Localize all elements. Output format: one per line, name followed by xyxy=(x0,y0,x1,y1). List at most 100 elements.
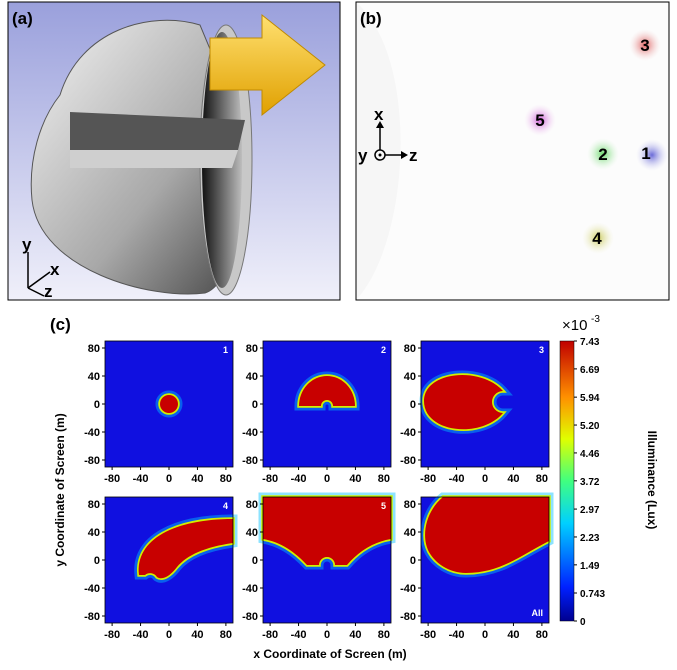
x-tick-label: 40 xyxy=(507,473,519,485)
subplot-label: 1 xyxy=(223,345,228,355)
x-tick-label: -40 xyxy=(449,629,465,641)
y-tick-label: 0 xyxy=(252,555,258,567)
x-tick-label: 80 xyxy=(536,473,548,485)
x-tick-label: -80 xyxy=(262,629,278,641)
spot-label: 3 xyxy=(640,36,649,55)
x-tick-label: -80 xyxy=(420,629,436,641)
y-tick-label: 80 xyxy=(404,343,416,355)
y-tick-label: -80 xyxy=(400,455,416,467)
y-tick-label: -80 xyxy=(400,611,416,623)
colorbar-tick-label: 1.49 xyxy=(580,561,600,572)
figure: (a) y x z 1 2 3 4 5 (b) x y z (c) x Coor… xyxy=(0,0,677,665)
x-tick-label: -80 xyxy=(420,473,436,485)
x-tick-label: 40 xyxy=(191,473,203,485)
y-tick-label: 0 xyxy=(94,555,100,567)
colorbar-tick-label: 3.72 xyxy=(580,477,600,488)
x-tick-label: -80 xyxy=(104,473,120,485)
heatmap: 1 -80 -40 0 40 80 80 40 0 -40 -80 xyxy=(84,341,233,485)
colorbar-title: Illuminance (Lux) xyxy=(645,431,659,530)
x-tick-label: 0 xyxy=(324,473,330,485)
x-tick-label: -40 xyxy=(133,473,149,485)
x-tick-label: 40 xyxy=(191,629,203,641)
x-tick-label: -40 xyxy=(291,629,307,641)
panel-label: (c) xyxy=(50,315,71,334)
y-tick-label: 40 xyxy=(404,371,416,383)
y-tick-label: -40 xyxy=(84,427,100,439)
y-tick-label: 0 xyxy=(94,399,100,411)
y-tick-label: 40 xyxy=(246,371,258,383)
y-tick-label: -80 xyxy=(84,455,100,467)
axis-label: z xyxy=(44,282,53,301)
colorbar-tick-label: 2.23 xyxy=(580,533,600,544)
y-tick-label: -80 xyxy=(242,455,258,467)
colorbar xyxy=(560,341,574,621)
x-tick-label: 40 xyxy=(507,629,519,641)
axis-label: z xyxy=(409,146,418,165)
x-tick-label: -40 xyxy=(133,629,149,641)
y-axis-title: y Coordinate of Screen (m) xyxy=(53,413,67,566)
x-tick-label: 80 xyxy=(378,629,390,641)
heatmap: 4-80-400408080400-40-80 xyxy=(84,497,233,641)
y-tick-label: 80 xyxy=(404,499,416,511)
axis-label: x xyxy=(374,105,384,124)
spot-label: 5 xyxy=(535,111,544,130)
axis-label: y xyxy=(22,235,32,254)
y-tick-label: -40 xyxy=(400,583,416,595)
y-tick-label: 80 xyxy=(88,343,100,355)
y-tick-label: 40 xyxy=(88,371,100,383)
x-tick-label: 80 xyxy=(378,473,390,485)
y-tick-label: 0 xyxy=(410,555,416,567)
colorbar-tick-label: 5.94 xyxy=(580,393,600,404)
colorbar-multiplier: ×10 xyxy=(562,317,587,334)
y-tick-label: 40 xyxy=(404,527,416,539)
spot-label: 4 xyxy=(592,229,602,248)
colorbar-tick-label: 5.20 xyxy=(580,421,600,432)
colorbar-exponent: -3 xyxy=(591,314,600,325)
subplot-label: 4 xyxy=(223,501,228,511)
x-tick-label: 80 xyxy=(220,629,232,641)
heatmap: 3 -80 -40 0 40 80 80 40 0 -40 -80 xyxy=(400,341,549,485)
y-tick-label: -40 xyxy=(242,427,258,439)
subplot-label: 5 xyxy=(381,501,386,511)
illuminance-region xyxy=(424,375,503,429)
x-tick-label: 0 xyxy=(166,629,172,641)
colorbar-tick-label: 0 xyxy=(580,617,586,628)
y-tick-label: 40 xyxy=(246,527,258,539)
x-tick-label: 40 xyxy=(349,473,361,485)
x-tick-label: 80 xyxy=(536,629,548,641)
colorbar-tick-label: 6.69 xyxy=(580,365,600,376)
colorbar-tick-label: 2.97 xyxy=(580,505,600,516)
x-tick-label: 0 xyxy=(166,473,172,485)
y-tick-label: -80 xyxy=(84,611,100,623)
subplot-label: 3 xyxy=(539,345,544,355)
axis-label: x xyxy=(50,260,60,279)
y-tick-label: -40 xyxy=(242,583,258,595)
x-tick-label: 80 xyxy=(220,473,232,485)
x-tick-label: -40 xyxy=(291,473,307,485)
axis-label: y xyxy=(358,146,368,165)
y-tick-label: -80 xyxy=(242,611,258,623)
y-tick-label: 80 xyxy=(246,499,258,511)
x-axis-title: x Coordinate of Screen (m) xyxy=(253,647,406,661)
panel-label: (a) xyxy=(12,9,33,28)
x-tick-label: -40 xyxy=(449,473,465,485)
spot-label: 2 xyxy=(598,145,607,164)
y-tick-label: -40 xyxy=(400,427,416,439)
panel-b: 1 2 3 4 5 (b) x y z xyxy=(356,2,669,300)
x-tick-label: 0 xyxy=(482,629,488,641)
y-tick-label: -40 xyxy=(84,583,100,595)
x-tick-label: 40 xyxy=(349,629,361,641)
panel-label: (b) xyxy=(360,9,382,28)
y-tick-label: 0 xyxy=(410,399,416,411)
colorbar-tick-label: 7.43 xyxy=(580,337,600,348)
colorbar-tick-label: 4.46 xyxy=(580,449,600,460)
x-tick-label: 0 xyxy=(482,473,488,485)
y-tick-label: 40 xyxy=(88,527,100,539)
y-tick-label: 80 xyxy=(88,499,100,511)
panel-a: (a) y x z xyxy=(8,2,340,301)
spot-label: 1 xyxy=(641,144,650,163)
colorbar-tick-label: 0.743 xyxy=(580,589,605,600)
